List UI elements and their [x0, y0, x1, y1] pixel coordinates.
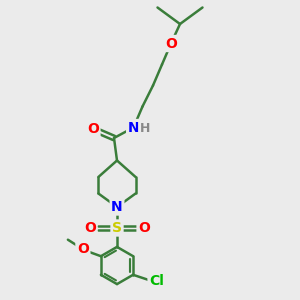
Text: N: N — [111, 200, 123, 214]
Text: O: O — [87, 122, 99, 136]
Text: N: N — [128, 121, 139, 134]
Text: O: O — [138, 221, 150, 235]
Text: H: H — [140, 122, 150, 136]
Text: S: S — [112, 221, 122, 235]
Text: O: O — [84, 221, 96, 235]
Text: Cl: Cl — [149, 274, 164, 288]
Text: O: O — [77, 242, 89, 256]
Text: O: O — [165, 37, 177, 50]
